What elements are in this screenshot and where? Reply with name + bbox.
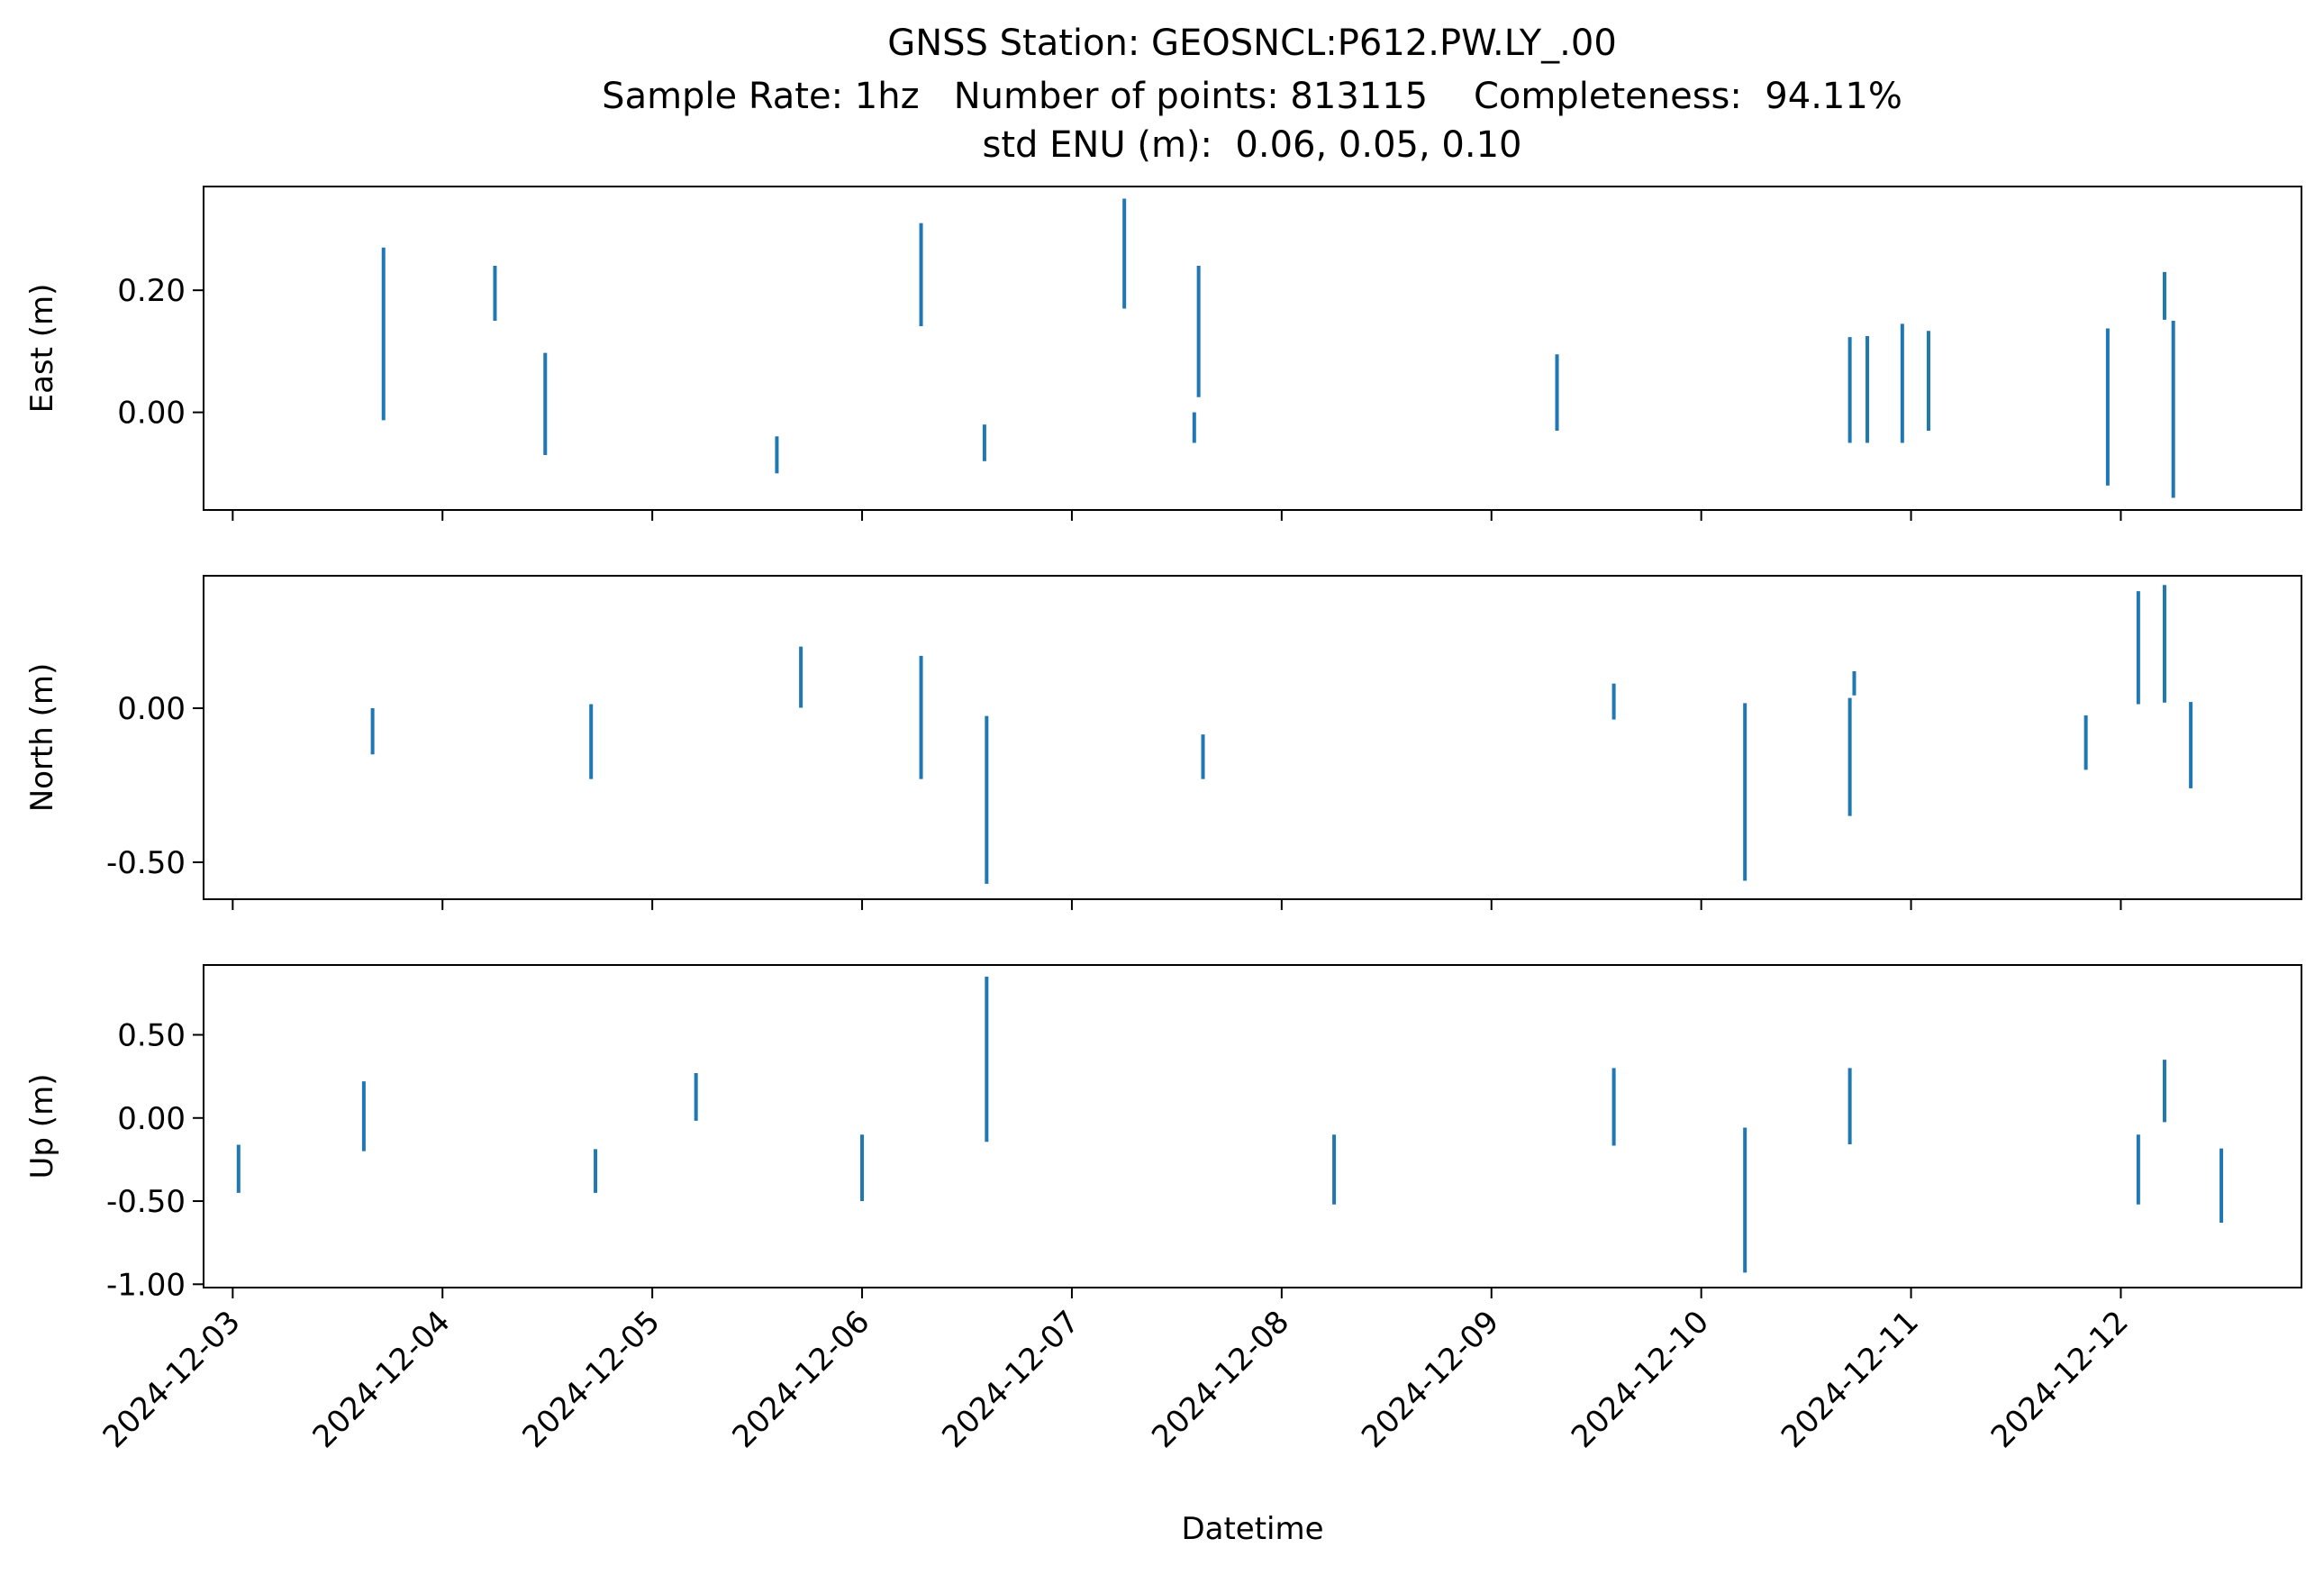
x-tick-label: 2024-12-07: [935, 1304, 1086, 1455]
x-tick-label: 2024-12-04: [306, 1304, 458, 1455]
chart-title-line-2: Sample Rate: 1hz Number of points: 81311…: [602, 76, 1902, 117]
east-ytick-label: 0.00: [117, 396, 186, 432]
x-tick-label: 2024-12-05: [516, 1304, 667, 1455]
x-tick-label: 2024-12-03: [96, 1304, 248, 1455]
x-tick-label: 2024-12-10: [1565, 1304, 1716, 1455]
east-ylabel: East (m): [24, 284, 60, 414]
north-ylabel: North (m): [24, 663, 60, 813]
up-ytick-label: -0.50: [106, 1184, 186, 1220]
up-ytick-label: -1.00: [106, 1267, 186, 1303]
chart-title-line-3: std ENU (m): 0.06, 0.05, 0.10: [982, 124, 1522, 166]
x-tick-label: 2024-12-06: [725, 1304, 876, 1455]
east-panel-frame: [203, 186, 2302, 511]
up-ytick-label: 0.50: [117, 1018, 186, 1054]
x-tick-label: 2024-12-08: [1145, 1304, 1296, 1455]
north-ytick-label: -0.50: [106, 845, 186, 881]
up-ylabel: Up (m): [24, 1074, 60, 1179]
x-axis-label: Datetime: [1181, 1511, 1323, 1547]
x-tick-label: 2024-12-12: [1984, 1304, 2136, 1455]
up-panel-frame: [203, 964, 2302, 1288]
up-ytick-label: 0.00: [117, 1101, 186, 1137]
x-tick-label: 2024-12-11: [1775, 1304, 1926, 1455]
chart-title-line-1: GNSS Station: GEOSNCL:P612.PW.LY_.00: [887, 23, 1617, 64]
north-ytick-label: 0.00: [117, 691, 186, 727]
east-ytick-label: 0.20: [117, 273, 186, 309]
x-tick-label: 2024-12-09: [1355, 1304, 1506, 1455]
north-panel-frame: [203, 575, 2302, 900]
